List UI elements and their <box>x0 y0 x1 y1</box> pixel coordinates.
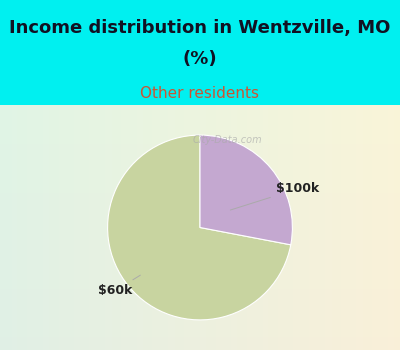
Text: (%): (%) <box>183 50 217 68</box>
Text: City-Data.com: City-Data.com <box>193 135 262 145</box>
Text: $60k: $60k <box>98 275 140 297</box>
Text: $100k: $100k <box>230 182 319 210</box>
Text: Income distribution in Wentzville, MO: Income distribution in Wentzville, MO <box>9 19 391 37</box>
Text: Other residents: Other residents <box>140 86 260 101</box>
Wedge shape <box>200 135 292 245</box>
Wedge shape <box>108 135 291 320</box>
